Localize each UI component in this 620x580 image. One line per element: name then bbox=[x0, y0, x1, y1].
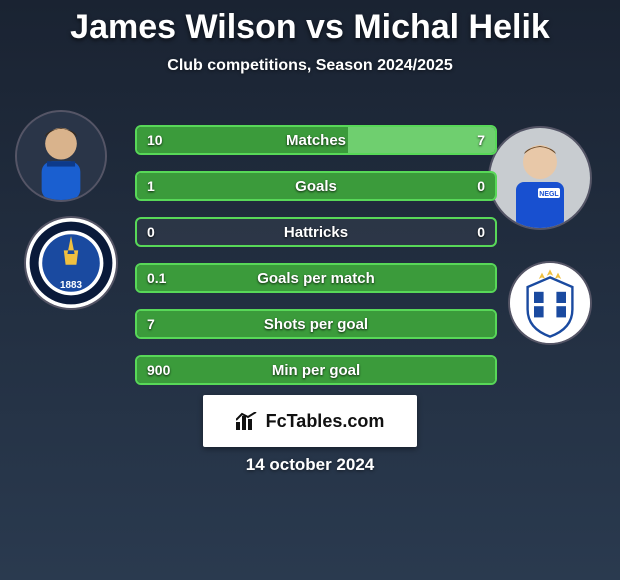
stat-row: 10Goals bbox=[135, 171, 497, 201]
player2-avatar: NEGL bbox=[488, 126, 592, 230]
stat-label: Shots per goal bbox=[137, 311, 495, 337]
club1-crest: 1883 bbox=[24, 216, 118, 310]
stat-row: 107Matches bbox=[135, 125, 497, 155]
stat-label: Matches bbox=[137, 127, 495, 153]
stats-bars: 107Matches 10Goals 00Hattricks 0.1Goals per… bbox=[135, 125, 497, 401]
svg-text:NEGL: NEGL bbox=[539, 191, 559, 198]
svg-text:1883: 1883 bbox=[60, 280, 82, 291]
chart-icon bbox=[236, 412, 258, 430]
stat-label: Goals bbox=[137, 173, 495, 199]
stat-row: 0.1Goals per match bbox=[135, 263, 497, 293]
page-title: James Wilson vs Michal Helik bbox=[0, 0, 620, 47]
subtitle: Club competitions, Season 2024/2025 bbox=[0, 57, 620, 75]
brand-text: FcTables.com bbox=[266, 411, 385, 432]
stat-row: 900Min per goal bbox=[135, 355, 497, 385]
player1-avatar bbox=[15, 110, 107, 202]
footer-date: 14 october 2024 bbox=[0, 455, 620, 475]
stat-row: 00Hattricks bbox=[135, 217, 497, 247]
stat-row: 7Shots per goal bbox=[135, 309, 497, 339]
club2-crest bbox=[508, 261, 592, 345]
stat-label: Goals per match bbox=[137, 265, 495, 291]
brand-badge: FcTables.com bbox=[203, 395, 417, 447]
stat-label: Hattricks bbox=[137, 219, 495, 245]
stat-label: Min per goal bbox=[137, 357, 495, 383]
